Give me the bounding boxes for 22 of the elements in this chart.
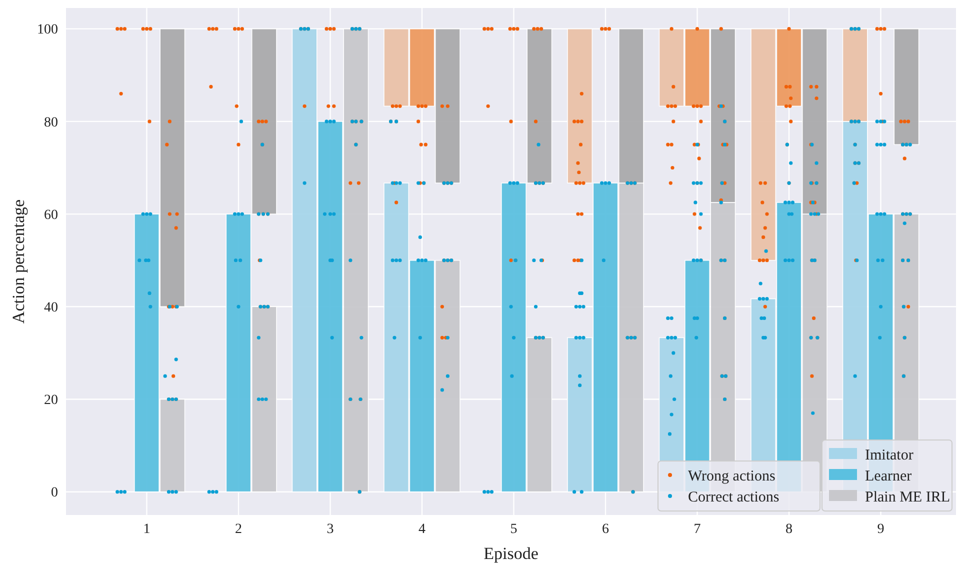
x-tick-label: 8	[786, 522, 793, 537]
x-axis-title: Episode	[484, 544, 538, 563]
y-tick-label: 60	[44, 208, 58, 223]
x-tick-label: 6	[602, 522, 610, 537]
y-axis-title: Action percentage	[9, 199, 28, 324]
legend-label: Plain ME IRL	[865, 489, 950, 506]
x-tick-label: 2	[234, 522, 242, 537]
legend-label: Imitator	[865, 447, 914, 464]
x-tick-label: 1	[143, 522, 150, 537]
y-tick-label: 40	[44, 300, 58, 316]
legend-label: Correct actions	[688, 489, 780, 506]
x-tick-label: 4	[418, 522, 426, 537]
y-tick-label: 100	[37, 22, 58, 38]
x-tick-label: 3	[326, 522, 334, 537]
y-tick-label: 20	[44, 393, 58, 408]
y-tick-label: 80	[44, 115, 58, 130]
x-tick-label: 7	[694, 522, 701, 537]
legend-label: Wrong actions	[688, 468, 776, 484]
legend-label: Learner	[865, 468, 912, 484]
x-tick-label: 5	[510, 522, 518, 537]
x-tick-label: 9	[877, 522, 884, 537]
y-tick-label: 0	[51, 486, 58, 501]
